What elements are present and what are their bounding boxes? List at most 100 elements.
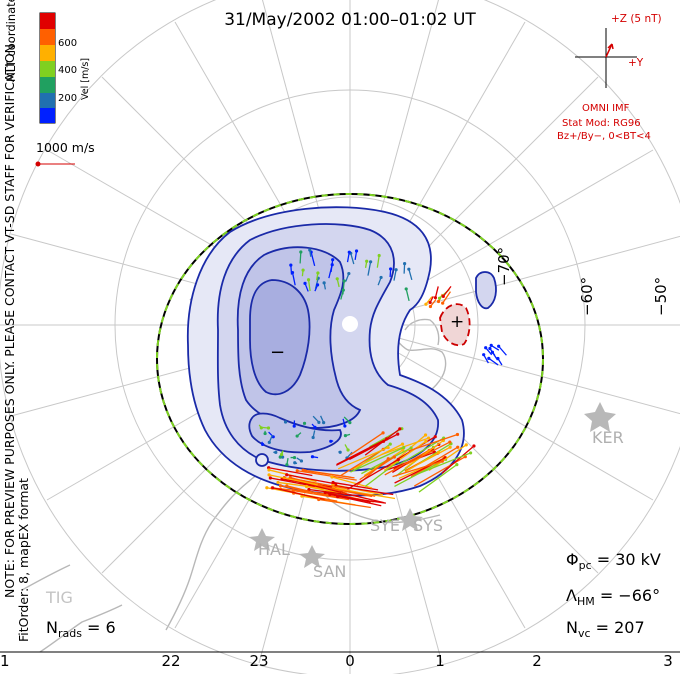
potential-maximum-marker: +	[450, 312, 465, 332]
velocity-vector-origin	[278, 484, 282, 488]
mlt-tick-0: 0	[345, 652, 355, 670]
plot-title: 31/May/2002 01:00–01:02 UT	[224, 10, 476, 30]
radar-count: Nrads = 6	[46, 618, 116, 641]
velocity-vector	[349, 432, 384, 456]
color-scale-bar	[39, 12, 56, 124]
velocity-vector	[286, 474, 338, 485]
velocity-vector	[293, 490, 350, 501]
velocity-vector-origin	[394, 268, 398, 272]
velocity-vector-origin	[295, 469, 299, 473]
velocity-vector-origin	[396, 457, 400, 462]
velocity-vector	[286, 485, 329, 497]
velocity-vector-origin	[472, 444, 476, 448]
velocity-vector	[424, 446, 459, 468]
velocity-vector	[297, 470, 357, 481]
fit-order-note: FitOrder: 8, mapEX format	[16, 478, 31, 642]
velocity-vector-origin	[306, 278, 311, 282]
velocity-vector	[349, 433, 399, 461]
velocity-vector-origin	[335, 277, 339, 281]
velocity-vector-origin	[369, 260, 373, 264]
velocity-vector-origin	[329, 439, 333, 443]
velocity-vector-origin	[401, 448, 405, 452]
velocity-vector	[346, 252, 350, 263]
velocity-vector-origin	[441, 294, 445, 299]
lat-label-50: −50°	[652, 276, 670, 316]
mlt-tick-21: 21	[0, 652, 10, 670]
color-scale-swatch	[40, 108, 55, 123]
velocity-vector-origin	[497, 344, 501, 348]
scale-tick-400: 400	[58, 65, 78, 76]
mlt-tick-2: 2	[532, 652, 542, 670]
coordinate-system-label: MLT coordinates	[4, 0, 18, 82]
dusk-convection-cell	[186, 206, 465, 497]
velocity-vector-origin	[301, 268, 305, 272]
velocity-vector-origin	[289, 263, 293, 267]
velocity-vector-origin	[304, 484, 309, 489]
velocity-vector-origin	[317, 420, 321, 424]
velocity-vector-origin	[386, 445, 390, 450]
velocity-vector-origin	[468, 451, 473, 455]
velocity-vector	[299, 251, 302, 264]
velocity-vector-origin	[409, 446, 413, 450]
velocity-vector-origin	[265, 486, 269, 490]
dawn-convection-cell	[439, 303, 471, 347]
velocity-vector	[332, 481, 379, 491]
velocity-vector-origin	[303, 281, 307, 285]
velocity-vector-origin	[267, 440, 271, 445]
velocity-vector	[376, 255, 380, 268]
geomagnetic-pole-marker	[342, 316, 358, 332]
velocity-vector	[413, 456, 466, 487]
velocity-vector-origin	[354, 249, 359, 253]
velocity-vector-origin	[259, 426, 263, 430]
velocity-vector	[381, 437, 429, 456]
scale-label: Vel [m/s]	[80, 57, 91, 100]
velocity-vector	[335, 488, 396, 500]
velocity-vector	[364, 461, 399, 487]
velocity-vector-origin	[285, 463, 289, 467]
velocity-vector-origin	[266, 426, 271, 430]
station-label-sys: SYS	[413, 516, 444, 535]
velocity-vector-origin	[290, 270, 295, 275]
velocity-vector	[337, 446, 389, 470]
velocity-vector-origin	[307, 487, 311, 492]
velocity-vector-origin	[293, 461, 297, 465]
velocity-vector-origin	[403, 262, 407, 266]
velocity-vector-origin	[281, 455, 285, 459]
velocity-vector-origin	[365, 259, 369, 263]
velocity-vector	[392, 460, 443, 478]
velocity-vector	[268, 474, 318, 486]
mlt-tick-3: 3	[663, 652, 673, 670]
velocity-vector-origin	[299, 459, 304, 463]
velocity-vector	[270, 477, 315, 487]
velocity-vector	[308, 488, 359, 497]
velocity-vector-origin	[338, 450, 342, 454]
velocity-vector	[408, 433, 458, 452]
velocity-vector-origin	[271, 486, 275, 490]
velocity-vector	[384, 449, 430, 476]
velocity-vector	[307, 279, 311, 292]
color-scale-swatch	[40, 45, 55, 61]
velocity-vector	[350, 443, 403, 471]
heppner-maynard-boundary	[156, 193, 544, 525]
preview-note: NOTE: FOR PREVIEW PURPOSES ONLY. PLEASE …	[2, 40, 17, 598]
velocity-vector-origin	[295, 434, 299, 438]
velocity-vector-origin	[488, 346, 492, 351]
velocity-vector-origin	[456, 445, 460, 449]
stat-model-label: Stat Mod: RG96	[562, 118, 641, 129]
velocity-vector-origin	[315, 283, 320, 287]
velocity-vector-origin	[428, 304, 433, 309]
velocity-vector-origin	[440, 459, 444, 463]
velocity-vector	[408, 268, 413, 281]
velocity-vector-origin	[448, 440, 452, 444]
velocity-vector	[359, 456, 395, 481]
velocity-vector-origin	[267, 468, 271, 472]
color-scale-swatch	[40, 61, 55, 77]
velocity-vector-origin	[436, 299, 441, 304]
velocity-vector	[300, 482, 342, 494]
velocity-vector-origin	[343, 434, 348, 438]
station-label-hal: HAL	[258, 540, 290, 559]
velocity-vector-origin	[310, 455, 315, 459]
velocity-vector	[268, 467, 313, 477]
velocity-vector-origin	[308, 248, 312, 252]
